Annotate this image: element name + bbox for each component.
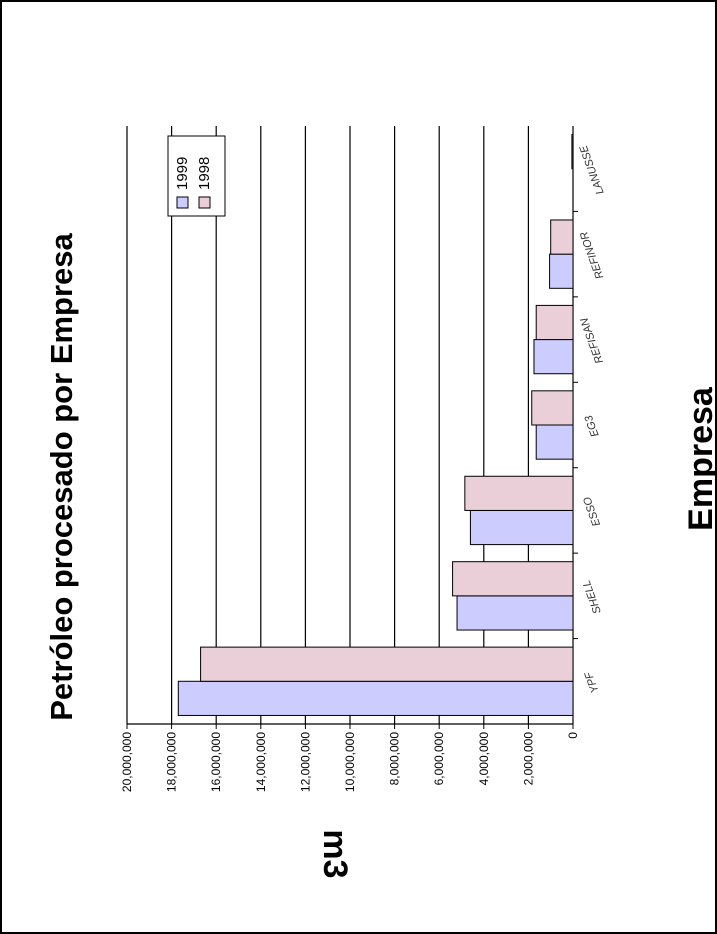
bar-refisan-1999 — [534, 340, 573, 374]
legend-label-1998: 1998 — [196, 157, 213, 190]
y-tick-label: 2,000,000 — [521, 732, 535, 786]
chart-title: Petróleo procesado por Empresa — [44, 232, 79, 720]
legend-swatch-1999 — [177, 197, 188, 208]
y-tick-label: 16,000,000 — [209, 732, 223, 792]
y-tick-label: 4,000,000 — [477, 732, 491, 786]
bar-esso-1999 — [470, 510, 573, 544]
bar-ypf-1998 — [201, 647, 573, 681]
bar-shell-1999 — [457, 596, 573, 630]
legend-swatch-1998 — [199, 197, 210, 208]
bar-shell-1998 — [453, 562, 573, 596]
y-tick-label: 20,000,000 — [120, 732, 134, 792]
plot-area: 0 2,000,000 4,000,000 6,000,000 8,000,000 10,… — [120, 126, 607, 792]
bar-eg3-1999 — [536, 425, 573, 459]
y-tick-label: 14,000,000 — [254, 732, 268, 792]
bar-refisan-1998 — [536, 305, 573, 339]
y-tick-label: 8,000,000 — [388, 732, 402, 786]
y-tick-label: 12,000,000 — [298, 732, 312, 792]
bar-refinor-1999 — [550, 254, 573, 288]
x-axis-title: Empresa — [682, 386, 717, 531]
bar-refinor-1998 — [551, 220, 573, 254]
legend-label-1999: 1999 — [174, 157, 191, 190]
y-axis-title: m3 — [316, 829, 354, 878]
y-tick-label: 18,000,000 — [165, 732, 179, 792]
bar-esso-1998 — [465, 476, 573, 510]
y-tick-label: 10,000,000 — [343, 732, 357, 792]
y-tick-label: 0 — [566, 732, 580, 739]
legend: 1999 1998 — [168, 136, 225, 216]
bar-eg3-1998 — [532, 391, 573, 425]
y-tick-label: 6,000,000 — [432, 732, 446, 786]
bar-lanusse-1998 — [572, 135, 573, 169]
bar-ypf-1999 — [178, 681, 573, 715]
